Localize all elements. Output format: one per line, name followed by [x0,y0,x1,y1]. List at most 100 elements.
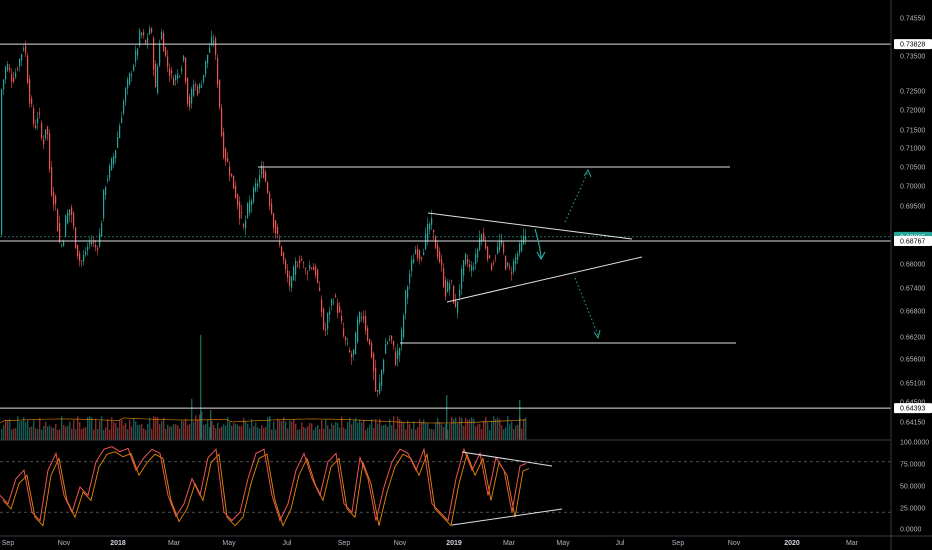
volume-bar [25,422,27,440]
price-tick-label: 0.71500 [900,128,925,135]
candle-body [471,265,473,272]
volume-bar [353,419,355,440]
candle-body [43,139,45,145]
volume-bar [395,428,397,440]
volume-bar [415,429,417,440]
candle-body [71,207,73,215]
volume-bar [367,427,369,440]
volume-bar [485,416,487,440]
volume-bar [413,421,415,440]
candle-body [17,69,19,71]
candle-body [213,40,215,43]
time-tick-label: Nov [728,540,741,547]
forecast-arrow-short [534,228,542,259]
candle-body [11,74,13,82]
volume-bar [513,428,515,440]
volume-bar [523,419,525,440]
price-tick-label: 0.71000 [900,146,925,153]
stochastic-d-line [2,451,530,527]
candle-body [409,273,411,283]
candle-body [417,248,419,258]
candle-body [331,299,333,306]
candle-body [247,203,249,218]
candle-body [33,108,35,125]
volume-bar [393,416,395,440]
drawings-layer [427,168,643,340]
candle-body [265,172,267,182]
volume-bar [521,428,523,440]
volume-bar [133,418,135,440]
volume-bar [269,416,271,440]
candle-body [261,165,263,175]
volume-bar [425,423,427,440]
candle-body [373,353,375,372]
volume-bar [113,421,115,440]
candle-body [29,79,31,104]
volume-bar [525,417,527,440]
candle-body [27,55,29,84]
volume-bar [433,429,435,440]
candle-body [109,165,111,179]
candle-body [295,260,297,275]
candle-body [19,58,21,67]
volume-spike [200,335,202,440]
volume-bar [243,417,245,440]
candle-body [271,203,273,214]
candle-body [93,241,95,243]
time-tick-label: Nov [58,540,71,547]
candle-body [493,262,495,264]
volume-bar [303,427,305,440]
candle-body [497,246,499,254]
volume-bar [383,425,385,440]
volume-layer [0,335,527,440]
candle-body [23,48,25,51]
arrowhead-up [583,168,592,178]
volume-bar [67,425,69,440]
time-axis[interactable]: Sep Nov 2018 Mar May Jul Sep Nov 2019 Mar May Jul Se… [2,540,859,547]
volume-bar [445,424,447,440]
volume-bar [369,424,371,440]
volume-bar [391,425,393,440]
volume-bar [307,426,309,440]
volume-bar [329,429,331,440]
candle-body [477,249,479,258]
volume-bar [153,416,155,440]
stochastic-axis[interactable]: 100.0000 75.0000 50.0000 25.0000 0.0000 [900,440,929,534]
price-tick-label: 0.72500 [900,89,925,96]
candle-body [515,257,517,265]
volume-bar [1,428,3,440]
volume-bar [435,422,437,440]
breakout-up-arrow [564,171,589,223]
volume-bar [77,416,79,440]
time-tick-label: Mar [846,540,859,547]
volume-bar [161,420,163,440]
volume-bar [331,423,333,440]
volume-bar [491,420,493,440]
volume-bar [475,426,477,440]
volume-bar [27,419,29,440]
volume-bar [29,427,31,440]
candle-body [469,263,471,267]
candle-body [311,267,313,269]
candle-body [255,183,257,192]
candle-body [243,224,245,227]
volume-bar [185,418,187,440]
candle-body [319,287,321,291]
candle-body [327,313,329,330]
candle-body [377,390,379,392]
candle-body [481,234,483,242]
candle-body [263,168,265,178]
volume-bar [245,421,247,440]
candle-body [31,98,33,104]
candle-body [73,213,75,227]
candle-body [207,54,209,64]
candle-body [13,77,15,83]
time-tick-label: Jul [283,540,292,547]
volume-bar [421,421,423,440]
candle-body [313,266,315,271]
candle-body [359,311,361,323]
time-tick-label: May [222,540,236,547]
volume-bar [431,428,433,440]
volume-bar [263,427,265,440]
